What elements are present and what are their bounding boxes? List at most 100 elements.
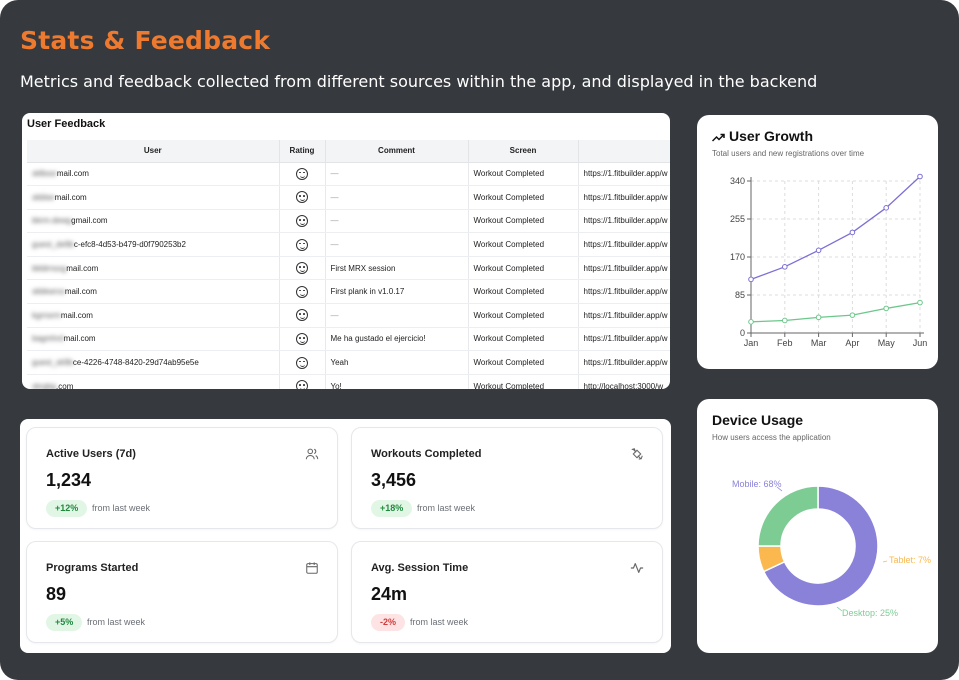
rating-cell	[279, 279, 326, 305]
user-cell: guest_sk9bce-4226-4748-8420-29d74ab95e5e	[27, 350, 280, 375]
smiley-icon	[296, 285, 308, 298]
data-point	[782, 264, 788, 270]
url-cell[interactable]: https://1.fitbuilder.app/w	[578, 185, 670, 210]
stat-card-programs-started[interactable]: Programs Started 89 +5% from last week	[26, 541, 338, 643]
url-cell[interactable]: http://localhost:3000/w	[578, 374, 670, 389]
y-tick-label: 170	[730, 252, 745, 262]
change-badge: -2%	[371, 614, 406, 631]
y-tick-label: 340	[730, 176, 745, 186]
user-email: mail.com	[54, 192, 87, 202]
user-email: ce-4226-4748-8420-29d74ab95e5e	[72, 358, 199, 368]
user-email: .com	[56, 381, 74, 389]
obfuscated-user: bkrm.dewg	[32, 216, 72, 226]
stat-card-workouts-completed[interactable]: Workouts Completed 3,456 +18% from last …	[351, 427, 663, 529]
activity-icon	[630, 563, 644, 573]
table-row[interactable]: bkrm.dewggmail.com — Workout Completed http…	[27, 209, 670, 234]
table-row[interactable]: skrgbg.com Yo! Workout Completed http://loc…	[27, 374, 670, 389]
trending-up-icon	[712, 133, 725, 142]
change-badge: +12%	[46, 500, 88, 517]
user-email: mail.com	[63, 334, 96, 344]
table-row[interactable]: bagmhrdmail.com Me ha gustado el ejercici…	[27, 327, 670, 352]
column-header-url[interactable]	[578, 140, 670, 163]
rating-cell	[279, 185, 326, 210]
x-tick-label: Feb	[777, 338, 793, 348]
stat-label: Programs Started	[46, 562, 139, 574]
url-cell[interactable]: https://1.fitbuilder.app/w	[578, 279, 670, 305]
slice-label: Tablet: 7%	[889, 555, 931, 565]
obfuscated-user: kgrnsrm	[32, 310, 61, 320]
table-row[interactable]: skblwrmail.com — Workout Completed https://…	[27, 185, 670, 210]
device-usage-panel: Device Usage How users access the applic…	[697, 399, 938, 653]
url-cell[interactable]: https://1.fitbuilder.app/w	[578, 303, 670, 328]
data-point	[883, 305, 889, 312]
url-cell[interactable]: https://1.fitbuilder.app/w	[578, 327, 670, 352]
x-tick-label: Mar	[811, 338, 827, 348]
smiley-icon	[296, 214, 308, 227]
user-email: c-efc8-4d53-b479-d0f790253b2	[73, 240, 186, 250]
user-email: mail.com	[56, 169, 89, 179]
pie-slice	[757, 485, 819, 547]
data-point	[815, 314, 822, 321]
change-badge: +18%	[371, 500, 413, 517]
smiley-icon	[296, 332, 308, 345]
comment-cell: —	[325, 232, 469, 257]
url-cell[interactable]: https://1.fitbuilder.app/w	[578, 232, 670, 257]
user-cell: skblwrmail.com	[27, 185, 280, 210]
data-point	[849, 229, 856, 236]
column-header-screen[interactable]: Screen	[468, 140, 579, 163]
obfuscated-user: bkldrnsxg	[32, 263, 67, 273]
device-usage-chart: Mobile: 68% Desktop: 25% Tablet: 7%	[732, 479, 931, 618]
label-leader	[836, 606, 843, 612]
y-tick-label: 0	[740, 328, 745, 338]
x-tick-label: Apr	[845, 338, 859, 348]
smiley-icon	[296, 238, 308, 251]
smiley-icon	[296, 167, 308, 180]
screen-cell: Workout Completed	[468, 232, 579, 257]
change-note: from last week	[417, 503, 476, 513]
user-cell: guest_de9bc-efc8-4d53-b479-d0f790253b2	[27, 232, 280, 257]
dumbbell-icon	[631, 448, 643, 460]
rating-cell	[279, 327, 326, 352]
obfuscated-user: skbkwrxs	[32, 287, 65, 297]
feedback-title: User Feedback	[27, 118, 106, 130]
data-point	[917, 173, 923, 180]
users-icon	[305, 448, 319, 460]
table-row[interactable]: guest_sk9bce-4226-4748-8420-29d74ab95e5e…	[27, 350, 670, 375]
column-header-rating[interactable]: Rating	[279, 140, 326, 163]
smiley-icon	[296, 309, 308, 322]
comment-cell: Me ha gustado el ejercicio!	[325, 327, 469, 352]
user-cell: bkldrnsxgmail.com	[27, 256, 280, 281]
table-row[interactable]: guest_de9bc-efc8-4d53-b479-d0f790253b2 — W…	[27, 232, 670, 257]
screen-cell: Workout Completed	[468, 374, 579, 389]
comment-cell: First MRX session	[325, 256, 469, 281]
stat-value: 1,234	[46, 470, 92, 490]
url-cell[interactable]: https://1.fitbuilder.app/w	[578, 256, 670, 281]
feedback-header-row: User Rating Comment Screen	[27, 140, 670, 163]
screen-cell: Workout Completed	[468, 185, 579, 210]
user-feedback-panel: User Feedback User Rating Comment Screen…	[22, 113, 670, 389]
table-row[interactable]: bkldrnsxgmail.com First MRX session Workou…	[27, 256, 670, 281]
table-row[interactable]: skbkwrxsmail.com First plank in v1.0.17 Wo…	[27, 279, 670, 305]
growth-title-text: User Growth	[729, 128, 814, 144]
column-header-comment[interactable]: Comment	[325, 140, 469, 163]
table-row[interactable]: sklbssrmail.com — Workout Completed https:/…	[27, 162, 670, 187]
growth-title: User Growth	[712, 128, 813, 144]
data-point	[748, 276, 754, 283]
stat-card-active-users[interactable]: Active Users (7d) 1,234 +12% from last w…	[26, 427, 338, 529]
stat-card-avg-session-time[interactable]: Avg. Session Time 24m -2% from last week	[351, 541, 663, 643]
table-row[interactable]: kgrnsrmmail.com — Workout Completed https:/…	[27, 303, 670, 328]
rating-cell	[279, 209, 326, 234]
url-cell[interactable]: https://1.fitbuilder.app/w	[578, 350, 670, 375]
url-cell[interactable]: https://1.fitbuilder.app/w	[578, 162, 670, 187]
label-leader	[776, 486, 783, 492]
user-email: mail.com	[60, 310, 93, 320]
stats-panel: Active Users (7d) 1,234 +12% from last w…	[20, 419, 671, 653]
data-point	[917, 299, 923, 306]
column-header-user[interactable]: User	[27, 140, 280, 163]
device-subtitle: How users access the application	[712, 433, 831, 442]
url-cell[interactable]: https://1.fitbuilder.app/w	[578, 209, 670, 234]
label-leader	[882, 560, 888, 563]
data-point	[815, 247, 822, 254]
data-point	[782, 317, 788, 324]
